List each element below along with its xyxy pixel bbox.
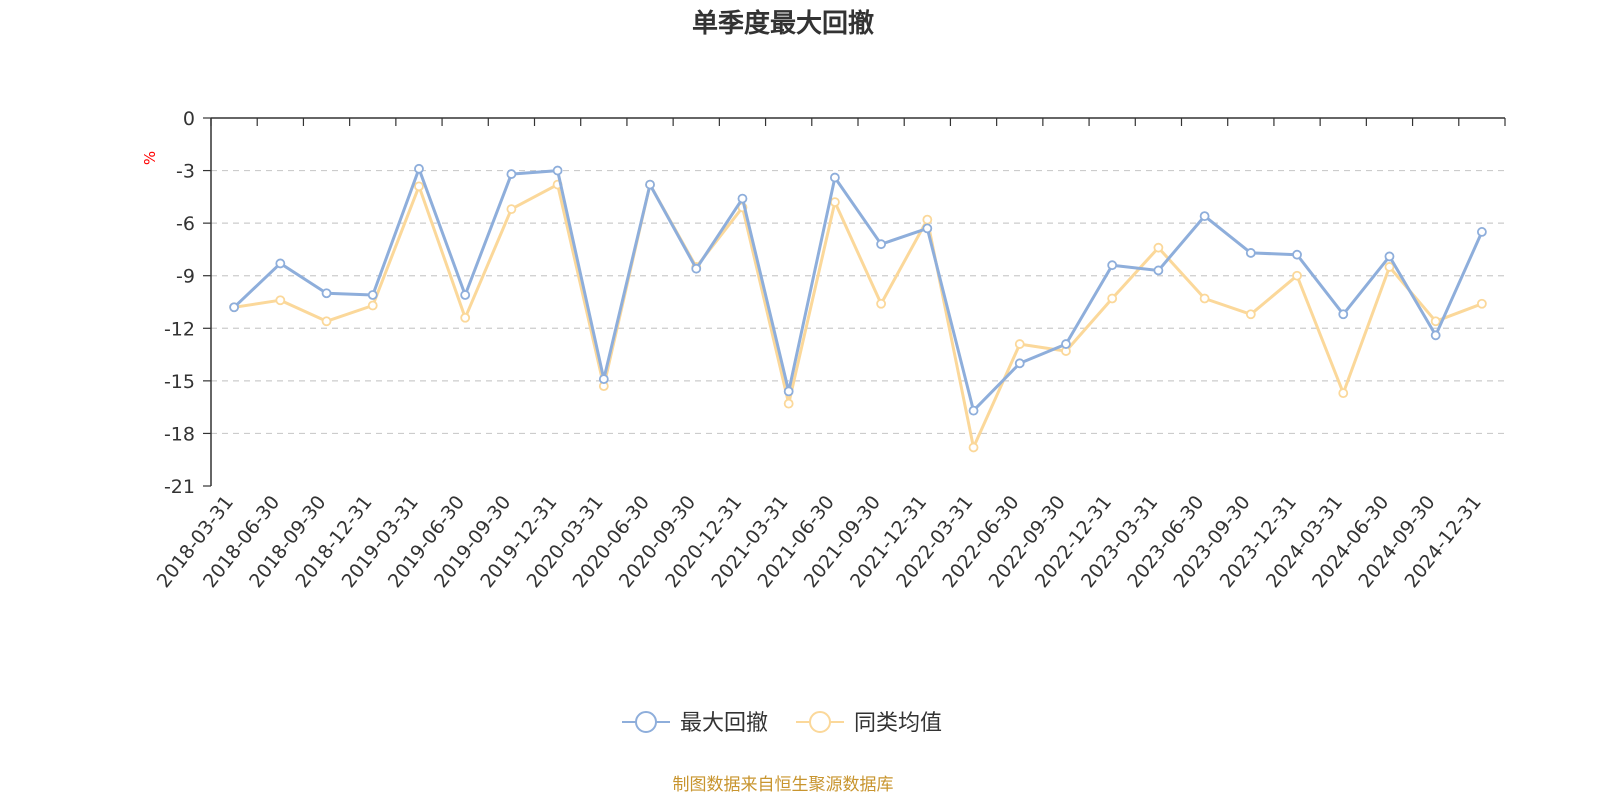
data-point — [1153, 265, 1164, 276]
data-point — [1292, 249, 1302, 260]
legend-marker-1 — [809, 711, 831, 733]
data-point — [367, 300, 378, 311]
data-point — [506, 169, 517, 179]
data-point — [1476, 227, 1487, 237]
series-layer — [229, 163, 1487, 453]
data-point — [321, 316, 332, 327]
data-point — [1338, 388, 1349, 399]
source-note: 制图数据来自恒生聚源数据库 — [673, 775, 894, 795]
data-point — [414, 163, 424, 174]
grid-lines — [211, 169, 1505, 435]
axes — [210, 117, 1505, 486]
y-tick-label: -21 — [164, 476, 195, 498]
data-point — [598, 374, 609, 385]
y-tick-label: 0 — [183, 108, 195, 130]
data-point — [783, 386, 794, 397]
y-axis-ticks: 0 -3 -6 -9 -12 -15 -18 -21 — [164, 108, 211, 498]
chart-title: 单季度最大回撤 — [692, 8, 874, 39]
data-point — [1107, 293, 1118, 304]
data-point — [829, 197, 840, 208]
data-point — [367, 290, 378, 300]
data-point — [922, 223, 933, 234]
data-point — [876, 298, 887, 309]
data-point — [321, 288, 332, 299]
y-tick-label: -6 — [176, 213, 195, 235]
data-point — [1245, 248, 1256, 258]
data-point — [506, 204, 517, 215]
data-point — [783, 398, 794, 409]
series-line-1 — [233, 183, 1483, 449]
data-point — [1292, 270, 1302, 281]
y-axis-unit-label: % — [141, 151, 159, 165]
data-point — [229, 302, 240, 313]
data-point — [1199, 293, 1210, 304]
data-point — [1338, 309, 1349, 320]
data-point — [460, 290, 471, 300]
data-point — [968, 405, 979, 416]
data-point — [1014, 358, 1025, 369]
data-point — [876, 239, 887, 250]
data-point — [1153, 242, 1164, 253]
y-tick-label: -9 — [176, 266, 195, 288]
data-point — [275, 295, 286, 306]
y-tick-label: -18 — [164, 423, 195, 445]
data-point — [1384, 262, 1395, 272]
data-point — [1014, 339, 1025, 349]
data-point — [1107, 260, 1118, 271]
data-point — [414, 181, 424, 192]
legend-label-1: 同类均值 — [854, 711, 942, 736]
data-point — [1430, 330, 1441, 341]
data-point — [645, 179, 655, 190]
data-point — [275, 258, 286, 269]
data-point — [1061, 339, 1071, 349]
data-point — [691, 263, 702, 274]
y-tick-label: -3 — [176, 161, 195, 183]
data-point — [968, 442, 979, 453]
y-tick-label: -12 — [164, 318, 195, 340]
y-tick-label: -15 — [164, 371, 195, 393]
data-point — [1476, 298, 1487, 309]
data-point — [1199, 211, 1210, 222]
data-point — [552, 165, 563, 176]
legend-marker-0 — [635, 711, 657, 733]
data-point — [829, 172, 840, 183]
x-axis-ticks: 2018-03-312018-06-302018-09-302018-12-31… — [153, 118, 1506, 592]
data-point — [922, 214, 933, 225]
series-line-0 — [233, 167, 1484, 413]
data-point — [1430, 316, 1441, 327]
legend-label-0: 最大回撤 — [680, 711, 768, 736]
data-point — [737, 193, 748, 204]
data-point — [460, 312, 471, 323]
data-point — [1384, 251, 1395, 262]
legend: 最大回撤 同类均值 — [622, 711, 942, 736]
data-point — [1245, 309, 1256, 320]
